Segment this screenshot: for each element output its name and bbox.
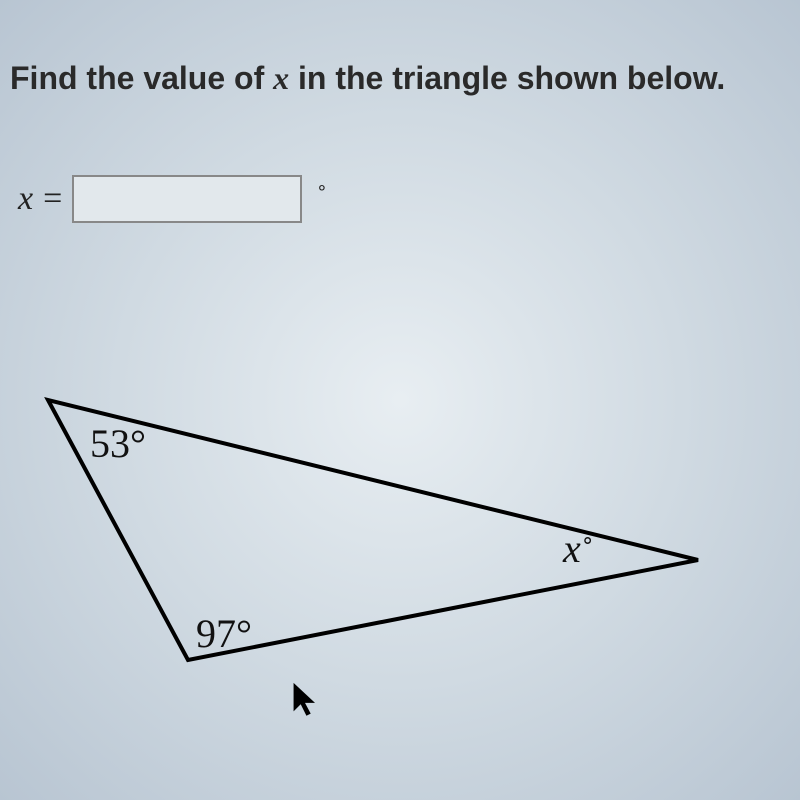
question-prompt: Find the value of x in the triangle show… [0,60,800,97]
triangle-figure: 53° 97° x∘ [18,340,718,720]
prompt-after: in the triangle shown below. [289,60,725,96]
cursor-icon [290,680,320,720]
answer-degree-symbol: ∘ [316,177,327,198]
answer-eq: = [43,180,62,218]
angle-b-label: 97° [196,610,252,657]
prompt-before: Find the value of [10,60,273,96]
angle-c-label: x∘ [563,525,595,572]
prompt-variable: x [273,60,289,96]
answer-row: x = ∘ [18,175,328,223]
triangle-svg [18,340,718,720]
angle-a-label: 53° [90,420,146,467]
answer-input[interactable] [72,175,302,223]
answer-lhs: x [18,180,33,218]
